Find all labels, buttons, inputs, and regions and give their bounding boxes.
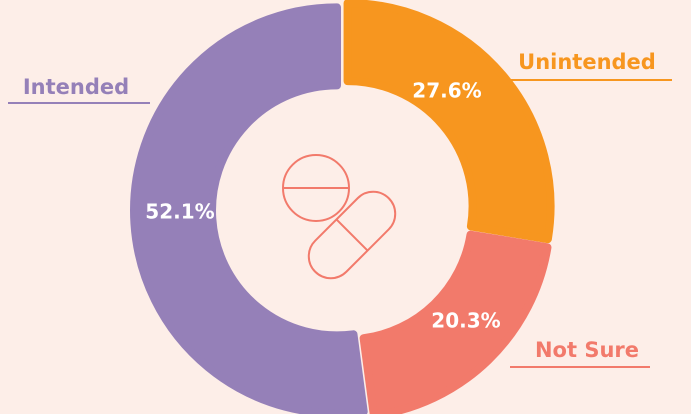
value-label: 20.3%	[431, 309, 500, 333]
category-label: Unintended	[518, 50, 656, 74]
capsule	[307, 190, 397, 280]
category-label: Intended	[23, 75, 129, 99]
value-label: 52.1%	[145, 200, 214, 224]
value-label: 27.6%	[412, 79, 481, 103]
pill-icon	[282, 154, 397, 280]
donut-segment	[359, 230, 552, 414]
capsule-line	[335, 218, 369, 252]
donut-segment	[343, 0, 555, 244]
donut-segment	[130, 3, 368, 414]
category-label: Not Sure	[535, 338, 639, 362]
